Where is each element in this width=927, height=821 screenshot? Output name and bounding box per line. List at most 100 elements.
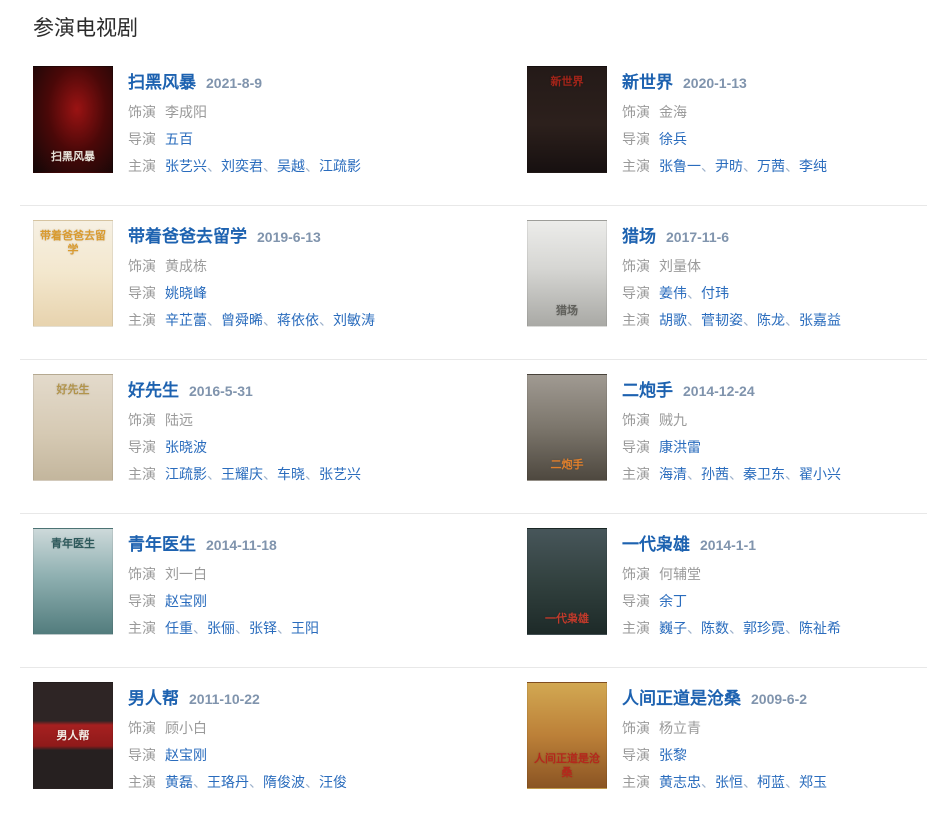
director-label: 导演 — [128, 747, 156, 763]
starring-link[interactable]: 张艺兴 — [319, 466, 361, 482]
show-title-link[interactable]: 青年医生 — [128, 535, 196, 554]
role-label: 饰演 — [622, 566, 650, 582]
show-poster[interactable]: 猎场 — [527, 220, 607, 327]
starring-link[interactable]: 江疏影 — [319, 158, 361, 174]
show-info: 好先生 2016-5-31 饰演 陆远 导演 张晓波 主演 江疏影、王耀庆、车晓、张艺兴 — [128, 374, 361, 488]
starring-line: 主演 海清、孙茜、秦卫东、翟小兴 — [622, 461, 841, 488]
starring-link[interactable]: 江疏影 — [165, 466, 207, 482]
starring-link[interactable]: 万茜 — [757, 158, 785, 174]
starring-link[interactable]: 陈龙 — [757, 312, 785, 328]
show-title-link[interactable]: 扫黑风暴 — [128, 73, 196, 92]
title-line: 人间正道是沧桑 2009-6-2 — [622, 687, 827, 712]
starring-names: 辛芷蕾、曾舜晞、蒋依依、刘敏涛 — [165, 312, 375, 328]
release-date: 2014-12-24 — [683, 383, 755, 399]
show-title-link[interactable]: 新世界 — [622, 73, 673, 92]
release-date: 2014-1-1 — [700, 537, 757, 553]
starring-link[interactable]: 李纯 — [799, 158, 827, 174]
release-date: 2017-11-6 — [666, 229, 730, 245]
starring-link[interactable]: 黄磊 — [165, 774, 193, 790]
director-link[interactable]: 余丁 — [659, 593, 687, 609]
starring-link[interactable]: 郭珍霓 — [743, 620, 785, 636]
starring-link[interactable]: 王珞丹 — [207, 774, 249, 790]
director-link[interactable]: 张晓波 — [165, 439, 207, 455]
show-title-link[interactable]: 带着爸爸去留学 — [128, 227, 247, 246]
starring-link[interactable]: 张铎 — [249, 620, 277, 636]
starring-names: 巍子、陈数、郭珍霓、陈祉希 — [659, 620, 841, 636]
name-separator: 、 — [785, 620, 799, 636]
starring-link[interactable]: 吴越 — [277, 158, 305, 174]
show-info: 扫黑风暴 2021-8-9 饰演 李成阳 导演 五百 主演 张艺兴、刘奕君、吴越、江疏影 — [128, 66, 361, 180]
starring-link[interactable]: 任重 — [165, 620, 193, 636]
starring-label: 主演 — [128, 774, 156, 790]
starring-link[interactable]: 秦卫东 — [743, 466, 785, 482]
show-poster[interactable]: 二炮手 — [527, 374, 607, 481]
starring-link[interactable]: 菅韧姿 — [701, 312, 743, 328]
name-separator: 、 — [743, 158, 757, 174]
director-names: 赵宝刚 — [165, 747, 207, 763]
starring-link[interactable]: 黄志忠 — [659, 774, 701, 790]
starring-link[interactable]: 汪俊 — [319, 774, 347, 790]
show-title-link[interactable]: 人间正道是沧桑 — [622, 689, 741, 708]
starring-names: 张鲁一、尹昉、万茜、李纯 — [659, 158, 827, 174]
starring-link[interactable]: 尹昉 — [715, 158, 743, 174]
starring-link[interactable]: 张鲁一 — [659, 158, 701, 174]
show-title-link[interactable]: 二炮手 — [622, 381, 673, 400]
starring-link[interactable]: 蒋依依 — [277, 312, 319, 328]
role-line: 饰演 刘一白 — [128, 561, 319, 588]
starring-link[interactable]: 张俪 — [207, 620, 235, 636]
starring-label: 主演 — [622, 466, 650, 482]
starring-link[interactable]: 刘敏涛 — [333, 312, 375, 328]
show-poster[interactable]: 一代枭雄 — [527, 528, 607, 635]
show-poster[interactable]: 带着爸爸去留学 — [33, 220, 113, 327]
starring-link[interactable]: 张嘉益 — [799, 312, 841, 328]
release-date: 2014-11-18 — [206, 537, 277, 553]
starring-link[interactable]: 王阳 — [291, 620, 319, 636]
starring-link[interactable]: 陈数 — [701, 620, 729, 636]
director-link[interactable]: 姚晓峰 — [165, 285, 207, 301]
starring-link[interactable]: 胡歌 — [659, 312, 687, 328]
show-poster[interactable]: 男人帮 — [33, 682, 113, 789]
show-poster[interactable]: 好先生 — [33, 374, 113, 481]
show-card: 人间正道是沧桑 人间正道是沧桑 2009-6-2 饰演 杨立青 导演 张黎 主演 黄志忠… — [527, 682, 927, 796]
starring-link[interactable]: 柯蓝 — [757, 774, 785, 790]
starring-link[interactable]: 巍子 — [659, 620, 687, 636]
starring-link[interactable]: 曾舜晞 — [221, 312, 263, 328]
role-name: 黄成栋 — [165, 258, 207, 274]
director-names: 余丁 — [659, 593, 687, 609]
show-poster[interactable]: 人间正道是沧桑 — [527, 682, 607, 789]
starring-link[interactable]: 翟小兴 — [799, 466, 841, 482]
starring-link[interactable]: 陈祉希 — [799, 620, 841, 636]
director-link[interactable]: 赵宝刚 — [165, 593, 207, 609]
role-label: 饰演 — [622, 258, 650, 274]
show-title-link[interactable]: 一代枭雄 — [622, 535, 690, 554]
show-poster[interactable]: 新世界 — [527, 66, 607, 173]
name-separator: 、 — [263, 312, 277, 328]
director-link[interactable]: 姜伟 — [659, 285, 687, 301]
show-title-link[interactable]: 好先生 — [128, 381, 179, 400]
starring-link[interactable]: 刘奕君 — [221, 158, 263, 174]
starring-link[interactable]: 孙茜 — [701, 466, 729, 482]
show-row: 男人帮 男人帮 2011-10-22 饰演 顾小白 导演 赵宝刚 主演 黄磊、王珞丹、隋… — [20, 667, 927, 821]
show-title-link[interactable]: 猎场 — [622, 227, 656, 246]
director-link[interactable]: 康洪雷 — [659, 439, 701, 455]
director-link[interactable]: 赵宝刚 — [165, 747, 207, 763]
role-line: 饰演 李成阳 — [128, 99, 361, 126]
show-poster[interactable]: 扫黑风暴 — [33, 66, 113, 173]
starring-link[interactable]: 郑玉 — [799, 774, 827, 790]
director-link[interactable]: 付玮 — [701, 285, 729, 301]
starring-link[interactable]: 辛芷蕾 — [165, 312, 207, 328]
name-separator: 、 — [743, 774, 757, 790]
show-title-link[interactable]: 男人帮 — [128, 689, 179, 708]
starring-link[interactable]: 海清 — [659, 466, 687, 482]
director-label: 导演 — [622, 593, 650, 609]
starring-link[interactable]: 车晓 — [277, 466, 305, 482]
starring-link[interactable]: 王耀庆 — [221, 466, 263, 482]
show-poster[interactable]: 青年医生 — [33, 528, 113, 635]
director-names: 康洪雷 — [659, 439, 701, 455]
director-link[interactable]: 张黎 — [659, 747, 687, 763]
starring-link[interactable]: 张恒 — [715, 774, 743, 790]
director-link[interactable]: 五百 — [165, 131, 193, 147]
starring-link[interactable]: 隋俊波 — [263, 774, 305, 790]
starring-link[interactable]: 张艺兴 — [165, 158, 207, 174]
director-link[interactable]: 徐兵 — [659, 131, 687, 147]
